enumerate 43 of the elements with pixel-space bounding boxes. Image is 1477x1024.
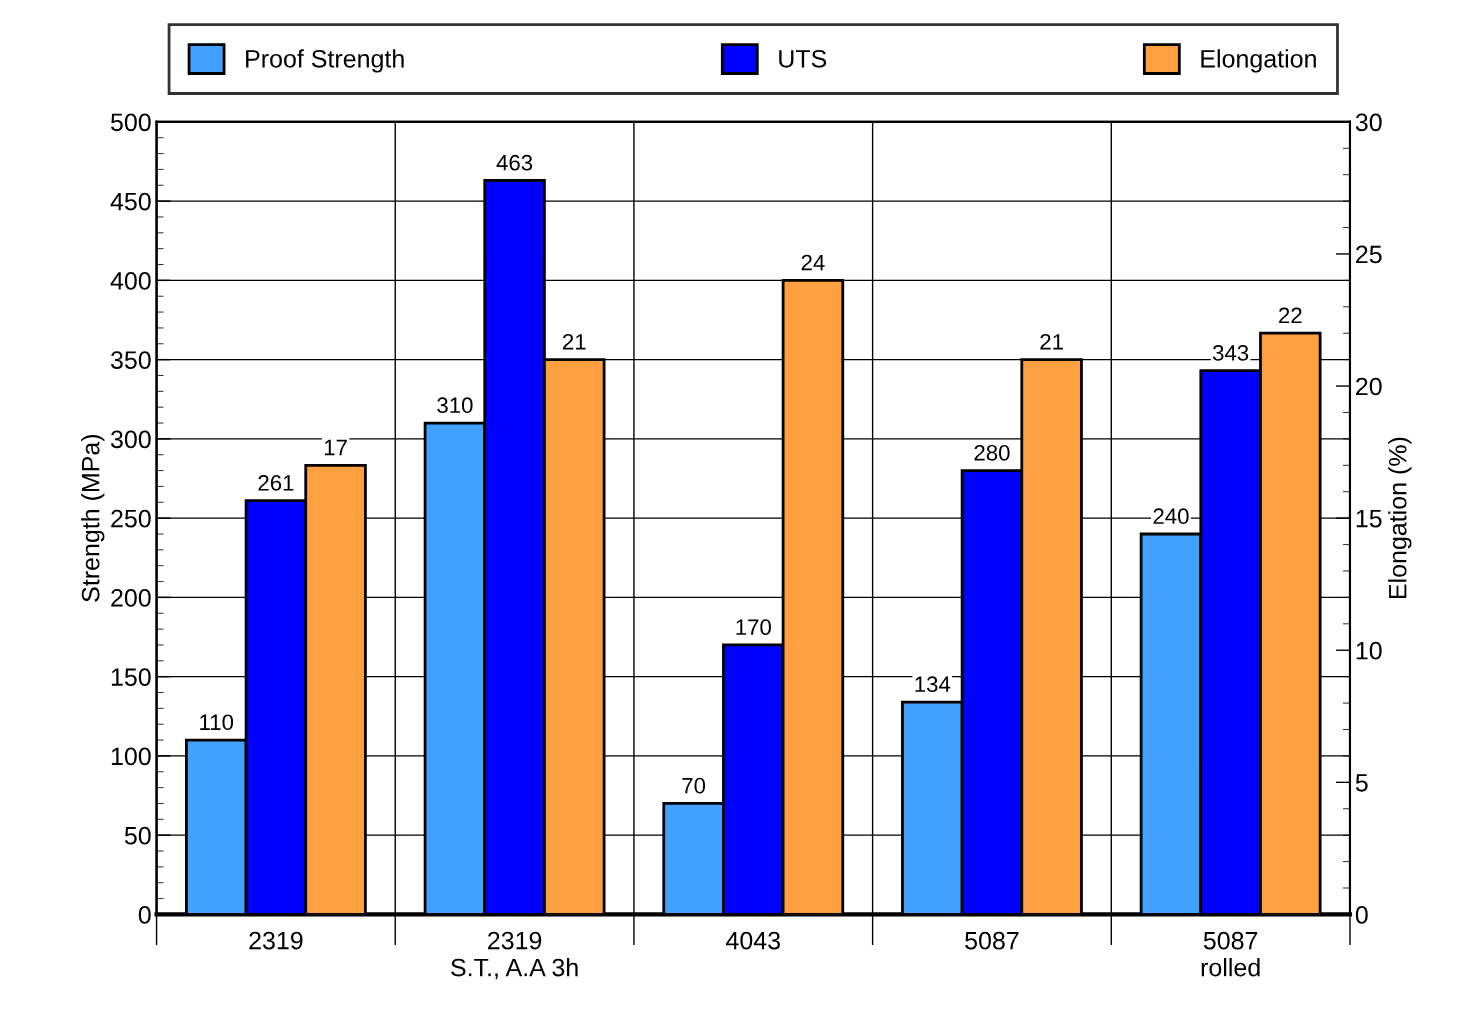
data-label: 463 — [496, 154, 533, 171]
y-tick-label: 450 — [110, 192, 151, 211]
data-label: 261 — [258, 475, 294, 491]
y-tick-label: 200 — [111, 589, 151, 607]
y2-tick-label: 20 — [1356, 377, 1382, 396]
data-label: 134 — [915, 676, 951, 693]
x-tick-label: 4043 — [726, 931, 780, 950]
y2-tick-label: 5 — [1355, 774, 1368, 792]
data-label: 310 — [437, 397, 473, 414]
y2-axis-title: Elongation (%) — [1388, 437, 1412, 599]
x-tick-label: 5087 — [965, 931, 1019, 950]
y-tick-label: 0 — [138, 906, 151, 924]
data-label: 22 — [1279, 307, 1302, 324]
y2-tick-label: 10 — [1356, 641, 1382, 660]
y-axis-title: Strength (MPa) — [81, 434, 105, 602]
data-label: 70 — [682, 777, 706, 794]
y2-tick-label: 30 — [1355, 113, 1382, 132]
x-tick-label: 2319 S.T., A.A 3h — [451, 931, 578, 980]
y-tick-label: 400 — [110, 271, 151, 290]
y2-tick-label: 15 — [1356, 510, 1382, 528]
data-label: 170 — [736, 619, 771, 636]
y-tick-label: 50 — [124, 826, 151, 845]
y-tick-label: 100 — [111, 747, 151, 766]
data-label: 24 — [801, 254, 825, 271]
data-label: 343 — [1212, 345, 1249, 361]
data-label: 21 — [563, 333, 586, 350]
legend-label: Elongation — [1201, 49, 1316, 73]
legend-label: Proof Strength — [246, 49, 404, 73]
y2-tick-label: 25 — [1356, 245, 1382, 264]
x-tick-label: 2319 — [249, 931, 303, 950]
y-tick-label: 500 — [110, 113, 151, 132]
data-label: 110 — [200, 714, 234, 731]
data-label: 240 — [1153, 508, 1189, 525]
y2-tick-label: 0 — [1355, 906, 1368, 924]
y-tick-label: 150 — [111, 668, 151, 686]
data-label: 21 — [1040, 333, 1063, 350]
x-tick-label: 5087 rolled — [1201, 931, 1260, 977]
y-tick-label: 350 — [110, 351, 151, 369]
legend-label: UTS — [779, 49, 827, 68]
y-tick-label: 300 — [110, 430, 151, 449]
data-label: 280 — [974, 444, 1010, 461]
y-tick-label: 250 — [111, 509, 151, 528]
data-label: 17 — [324, 439, 347, 456]
